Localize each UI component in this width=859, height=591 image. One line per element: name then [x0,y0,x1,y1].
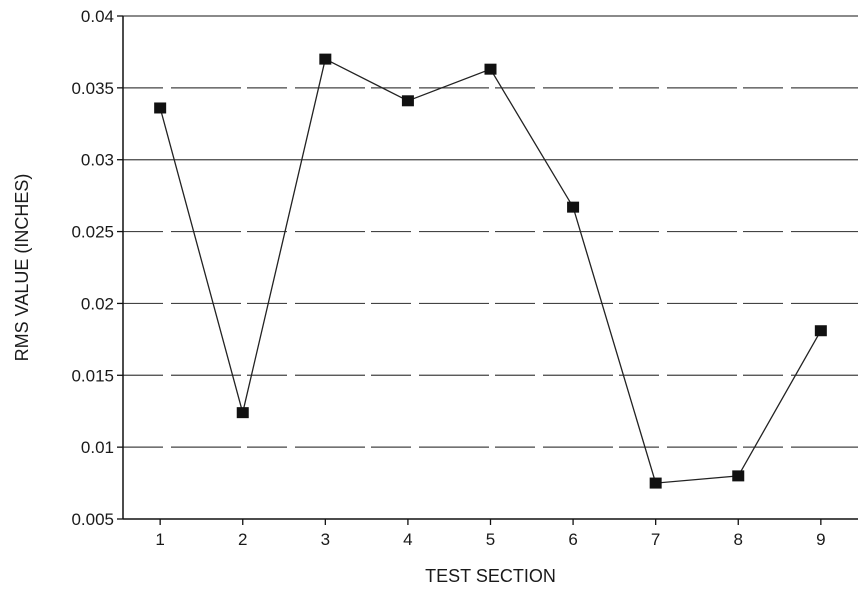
y-axis-title: RMS VALUE (INCHES) [12,174,32,362]
data-point-marker [154,102,167,114]
data-point-marker [401,95,414,107]
y-tick-label: 0.03 [81,151,114,170]
series-group [154,53,827,489]
y-tick-label: 0.015 [71,366,114,385]
x-tick-label: 3 [321,530,330,549]
data-point-marker [814,325,827,337]
y-axis-ticks: 0.005 0.01 0.015 0.02 0.025 0.03 0.035 0.04 [71,7,123,529]
x-tick-label: 2 [238,530,247,549]
x-tick-label: 9 [816,530,825,549]
data-point-marker [484,63,497,75]
x-axis-ticks: 1 2 3 4 5 6 7 8 9 [155,519,826,549]
x-axis-title: TEST SECTION [425,566,556,586]
y-tick-label: 0.01 [81,438,114,457]
data-point-marker [319,53,332,65]
x-tick-label: 8 [734,530,743,549]
y-tick-label: 0.035 [71,79,114,98]
data-point-marker [649,477,662,489]
grid-lines [123,15,858,448]
y-tick-label: 0.04 [81,7,114,26]
data-point-marker [732,470,745,482]
x-tick-label: 1 [155,530,164,549]
data-point-marker [567,201,580,213]
x-tick-label: 6 [568,530,577,549]
y-tick-label: 0.005 [71,510,114,529]
axes [122,16,858,520]
data-point-marker [236,407,249,419]
y-tick-label: 0.025 [71,223,114,242]
y-tick-label: 0.02 [81,294,114,313]
x-tick-label: 5 [486,530,495,549]
x-tick-label: 7 [651,530,660,549]
x-tick-label: 4 [403,530,412,549]
series-line [159,58,822,484]
